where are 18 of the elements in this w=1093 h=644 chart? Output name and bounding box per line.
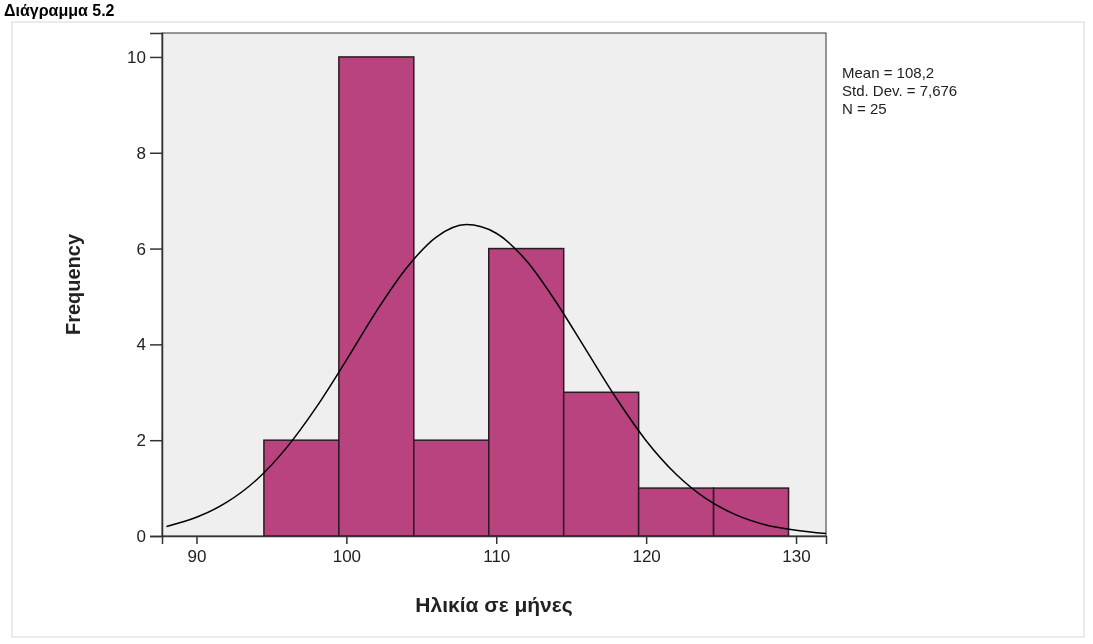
x-tick-label: 100 — [332, 547, 362, 567]
y-tick-label: 0 — [136, 526, 146, 546]
x-axis-title: Ηλικία σε μήνες — [415, 593, 573, 617]
x-tick-label: 120 — [632, 547, 661, 567]
text: N = 25 — [842, 100, 887, 117]
y-tick-label: 4 — [136, 335, 146, 355]
y-tick-label: 6 — [136, 239, 146, 259]
y-tick-label: 2 — [136, 431, 146, 451]
x-tick-label: 90 — [187, 547, 207, 567]
y-tick-label: 10 — [127, 47, 146, 67]
x-tick-label: 130 — [782, 547, 811, 567]
x-tick-label: 110 — [483, 547, 511, 567]
text: Mean = 108,2 — [842, 64, 935, 81]
line-series — [165, 223, 827, 535]
y-tick-label: 8 — [136, 143, 146, 163]
y-axis-title: Frequency — [62, 233, 84, 336]
chart-title: Διάγραμμα 5.2 — [4, 2, 115, 19]
text: Std. Dev. = 7,676 — [842, 82, 958, 99]
